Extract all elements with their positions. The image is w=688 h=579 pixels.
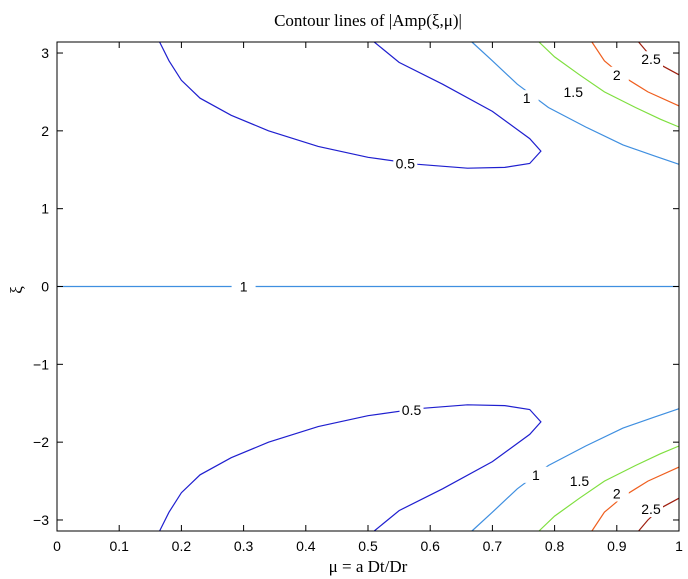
contour-line-1-1 [471,41,680,165]
contour-label-bg [523,466,548,483]
x-tick-label: 1 [675,538,683,554]
y-tick-label: 2 [41,123,49,139]
contour-label-bg [604,66,629,83]
y-tick-label: −2 [33,434,49,450]
x-tick-label: 0.9 [607,538,627,554]
contour-label-1-1: 1 [523,90,531,106]
y-tick-label: 3 [41,45,49,61]
contour-line-0_5-0 [159,41,542,169]
contour-label-bg [639,51,664,68]
contour-line-1_5-1 [538,445,680,532]
x-tick-label: 0.4 [296,538,316,554]
contour-label-2_5-1: 2.5 [641,501,661,517]
y-tick-label: 1 [41,201,49,217]
contour-label-bg [561,83,586,100]
contour-label-2-1: 2 [613,486,621,502]
x-tick-label: 0.6 [420,538,440,554]
contour-label-bg [604,485,629,502]
x-tick-label: 0.7 [483,538,503,554]
contour-label-1-2: 1 [532,467,540,483]
contour-label-1_5-1: 1.5 [570,473,590,489]
contour-line-0_5-1 [159,404,542,532]
contour-label-bg [393,155,418,172]
chart-title: Contour lines of |Amp(ξ,μ)| [274,11,462,30]
contour-label-0_5-0: 0.5 [396,156,416,172]
x-tick-label: 0.2 [172,538,192,554]
x-tick-label: 0.5 [358,538,378,554]
contour-label-bg [514,90,539,107]
y-axis-label: ξ [7,286,26,294]
contour-label-0_5-1: 0.5 [402,402,422,418]
contour-label-2_5-0: 2.5 [641,51,661,67]
y-tick-label: −3 [33,512,49,528]
contour-label-1_5-0: 1.5 [564,84,584,100]
contour-line-1_5-0 [538,41,680,128]
contour-label-bg [399,402,424,419]
contour-label-bg [567,473,592,490]
x-tick-label: 0.8 [545,538,565,554]
y-tick-label: −1 [33,356,49,372]
y-tick-label: 0 [41,279,49,295]
x-tick-label: 0.1 [109,538,129,554]
x-tick-label: 0.3 [234,538,254,554]
contour-labels: 0.5 0.5 1 1 1 1.5 1.5 2 2 2.5 2.5 [231,51,664,518]
contour-label-bg [639,501,664,518]
x-axis-label: μ = a Dt/Dr [329,557,408,576]
contour-label-bg [231,278,256,295]
x-tick-label: 0 [53,538,61,554]
contour-label-1-0: 1 [240,279,248,295]
contour-lines [57,41,680,532]
axes: 0 0.1 0.2 0.3 0.4 0.5 0.6 0.7 0.8 0.9 1 3 2 1 0 −1 −2 −3 [33,42,683,554]
contour-line-1-2 [471,408,680,532]
contour-label-2-0: 2 [613,67,621,83]
